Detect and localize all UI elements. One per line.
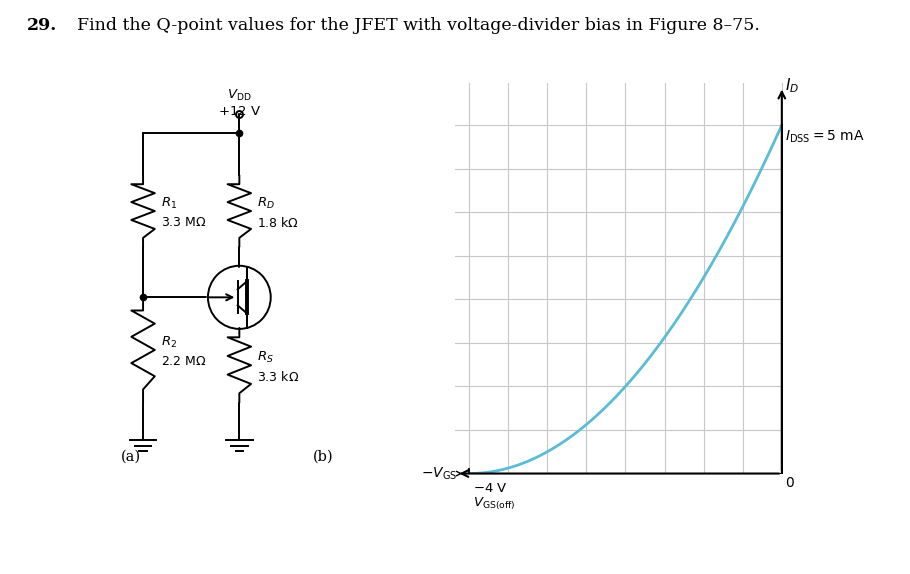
Text: 29.: 29. — [27, 17, 57, 34]
Text: $-V_{\rm GS}$: $-V_{\rm GS}$ — [421, 466, 458, 482]
Text: $1.8\ \rm k\Omega$: $1.8\ \rm k\Omega$ — [257, 216, 298, 230]
Text: $0$: $0$ — [785, 476, 794, 490]
Text: $R_D$: $R_D$ — [257, 196, 275, 211]
Text: $+12\ \rm V$: $+12\ \rm V$ — [217, 106, 261, 118]
Text: $-4\ \rm V$: $-4\ \rm V$ — [473, 482, 508, 495]
Text: $3.3\ \rm k\Omega$: $3.3\ \rm k\Omega$ — [257, 370, 299, 384]
Text: $I_D$: $I_D$ — [785, 76, 799, 95]
Text: $V_{\rm GS(off)}$: $V_{\rm GS(off)}$ — [473, 496, 516, 512]
Text: $R_S$: $R_S$ — [257, 350, 274, 365]
Text: (b): (b) — [313, 449, 333, 464]
Text: $R_2$: $R_2$ — [161, 335, 177, 350]
Text: $I_{\rm DSS} = 5\ \rm mA$: $I_{\rm DSS} = 5\ \rm mA$ — [785, 129, 864, 145]
Text: $R_1$: $R_1$ — [161, 196, 177, 211]
Text: (a): (a) — [120, 449, 140, 464]
Text: $V_{\rm DD}$: $V_{\rm DD}$ — [227, 88, 252, 103]
Text: Find the Q-point values for the JFET with voltage-divider bias in Figure 8–75.: Find the Q-point values for the JFET wit… — [77, 17, 760, 34]
Text: $3.3\ \rm M\Omega$: $3.3\ \rm M\Omega$ — [161, 216, 207, 230]
Text: $2.2\ \rm M\Omega$: $2.2\ \rm M\Omega$ — [161, 355, 206, 369]
